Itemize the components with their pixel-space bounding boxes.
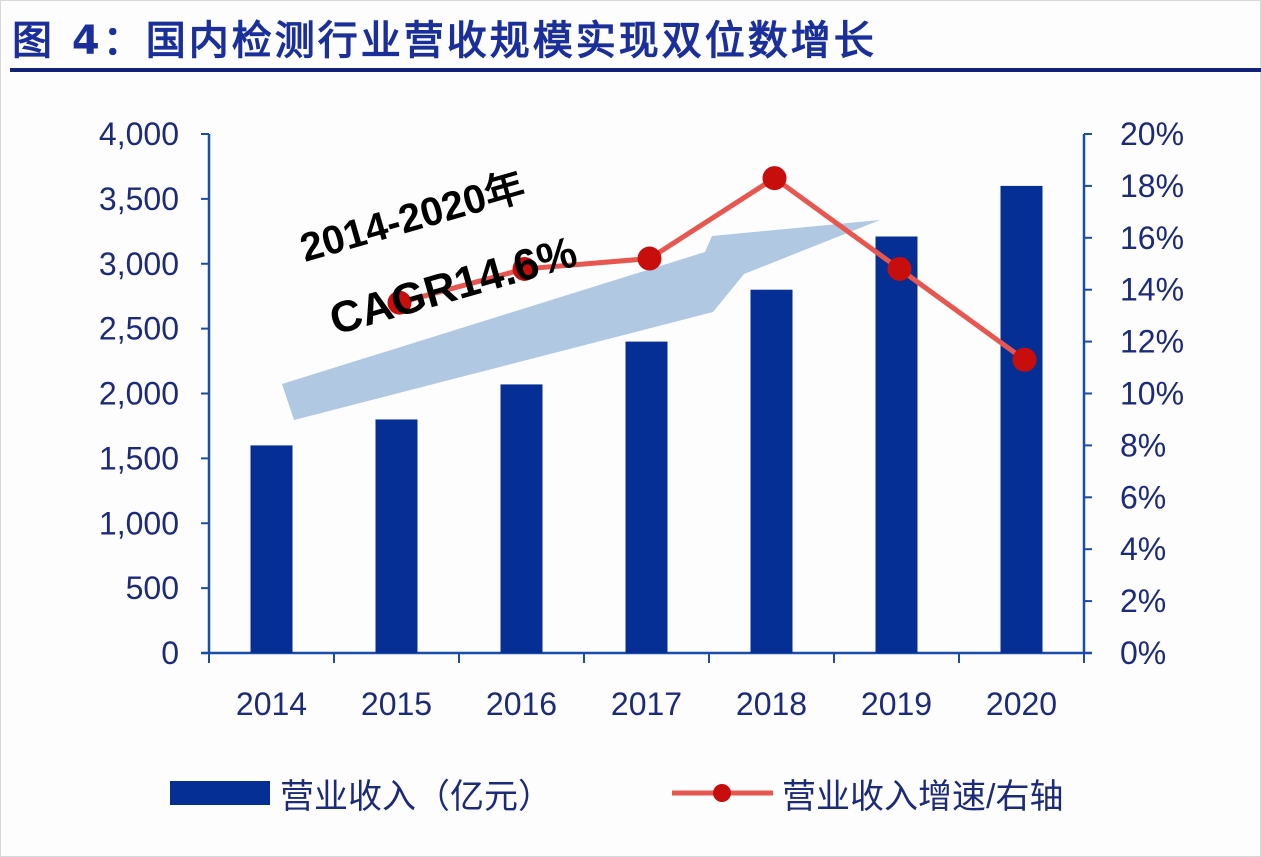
growth-marker xyxy=(887,256,912,281)
growth-marker xyxy=(637,246,662,271)
revenue-bar xyxy=(750,289,793,653)
x-axis-label: 2016 xyxy=(486,686,557,722)
left-axis-tick-label: 4,000 xyxy=(99,116,179,152)
legend-bar-label: 营业收入（亿元） xyxy=(280,778,552,816)
left-axis-tick-label: 2,000 xyxy=(99,376,179,412)
left-axis-tick-label: 1,500 xyxy=(99,440,179,476)
left-axis-tick-label: 0 xyxy=(161,635,179,671)
right-axis-tick-label: 16% xyxy=(1120,220,1184,256)
legend-marker-icon xyxy=(713,784,731,802)
right-axis-tick-label: 0% xyxy=(1120,635,1166,671)
x-axis-label: 2020 xyxy=(986,686,1057,722)
left-axis-tick-label: 3,000 xyxy=(99,246,179,282)
right-axis-tick-label: 4% xyxy=(1120,531,1166,567)
revenue-bar xyxy=(875,236,918,653)
chart-title: 图 4：国内检测行业营收规模实现双位数增长 xyxy=(12,18,877,64)
x-axis-label: 2017 xyxy=(611,686,682,722)
revenue-bar xyxy=(375,419,418,653)
growth-marker xyxy=(512,256,537,281)
left-axis-tick-label: 3,500 xyxy=(99,181,179,217)
right-axis-tick-label: 2% xyxy=(1120,583,1166,619)
x-axis-label: 2015 xyxy=(361,686,432,722)
revenue-bar xyxy=(625,341,668,653)
right-axis-tick-label: 18% xyxy=(1120,168,1184,204)
x-axis-label: 2019 xyxy=(861,686,932,722)
revenue-bar xyxy=(250,445,293,653)
left-axis-tick-label: 500 xyxy=(126,570,179,606)
revenue-bar xyxy=(1000,185,1043,653)
legend-line-label: 营业收入增速/右轴 xyxy=(782,778,1063,816)
legend-bar-swatch xyxy=(170,781,270,805)
growth-marker xyxy=(762,166,787,191)
right-axis-tick-label: 6% xyxy=(1120,479,1166,515)
right-axis-tick-label: 8% xyxy=(1120,427,1166,463)
trend-arrow xyxy=(282,220,880,420)
x-axis-label: 2018 xyxy=(736,686,807,722)
right-axis-tick-label: 10% xyxy=(1120,376,1184,412)
right-axis-tick-label: 14% xyxy=(1120,272,1184,308)
right-axis-tick-label: 20% xyxy=(1120,116,1184,152)
growth-line xyxy=(398,175,1026,362)
left-axis-tick-label: 2,500 xyxy=(99,311,179,347)
x-axis-label: 2014 xyxy=(236,686,307,722)
revenue-bar xyxy=(500,384,543,653)
right-axis-tick-label: 12% xyxy=(1120,324,1184,360)
left-axis-tick-label: 1,000 xyxy=(99,505,179,541)
growth-marker xyxy=(387,290,412,315)
title-underline xyxy=(10,68,1261,72)
growth-marker xyxy=(1012,347,1037,372)
